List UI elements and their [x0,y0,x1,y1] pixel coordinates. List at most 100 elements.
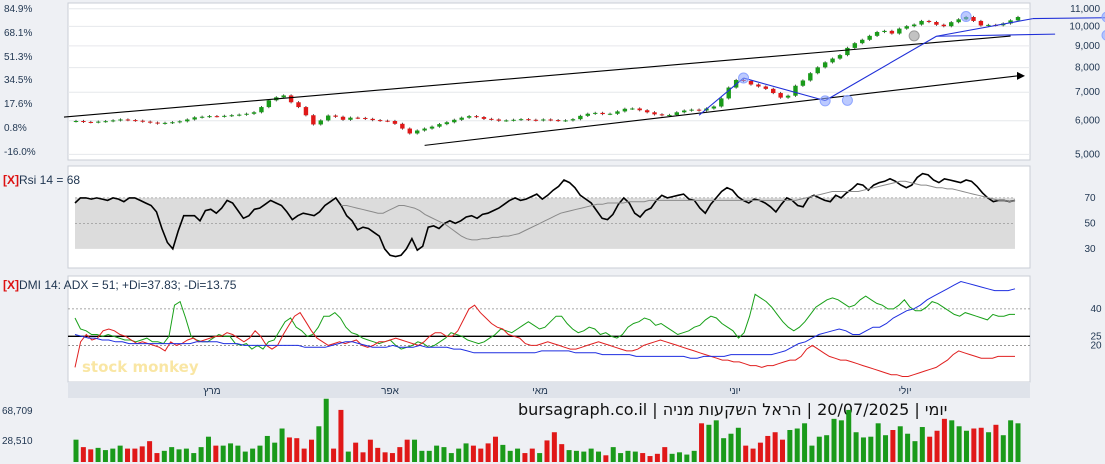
volume-bar [367,439,373,462]
watermark: stock monkey [82,358,199,376]
volume-bar [154,453,160,462]
dmi-lines [74,280,1016,377]
candle [897,28,902,34]
candle [882,30,887,33]
candle [615,111,620,114]
candle [125,119,131,121]
volume-bar [456,448,462,462]
trendline [424,75,1019,146]
price-plot-area [67,2,1031,161]
volume-bar [353,442,359,462]
candle [860,39,865,44]
candle [407,128,412,134]
volume-bar [228,443,234,462]
volume-bar [323,398,329,462]
candle [971,17,976,21]
volume-bar [338,409,344,462]
volume-bar [448,453,454,462]
volume-bar [1015,423,1021,462]
rsi-line [74,172,1016,258]
candle [518,119,524,121]
volume-bar [824,435,830,462]
volume-bar [993,424,999,462]
candle [429,126,435,129]
candle [348,117,353,120]
volume-bar [360,452,366,462]
volume-bar [831,418,837,462]
volume-bar [110,448,116,462]
adx-line [74,280,1016,359]
volume-bar [669,453,675,462]
volume-bar [88,449,94,462]
volume-bar [198,447,204,462]
candle [822,62,828,68]
month-label: מאי [532,386,548,397]
month-axis-strip [68,382,1030,398]
volume-bar [544,440,550,462]
candle [340,116,346,120]
volume-bar [860,437,866,462]
candle [110,120,116,122]
trendline [63,35,1011,118]
candle [236,114,242,116]
candle [541,119,546,121]
volume-bar [507,450,513,462]
volume-bar [596,451,602,462]
rsi-tick-label: 70 [1084,193,1096,204]
anchor-point [819,95,831,107]
candle [207,116,212,118]
volume-bar [625,450,631,462]
dmi-title: [X]DMI 14: ADX = 51; +Di=37.83; -Di=13.7… [3,278,237,292]
volume-bar [684,454,690,462]
volume-bar [632,451,638,462]
candle [630,108,635,110]
volume-bar [169,447,175,462]
month-label: יוני [729,386,741,397]
volume-bar [139,446,145,462]
volume-bar [610,447,616,462]
rsi-tick-label: 30 [1084,244,1096,255]
candle [785,95,791,98]
price-panel: 84.9% 68.1% 51.3% 34.5% 17.6% 0.8% -16.0… [4,2,1105,161]
volume-bar [559,444,565,462]
candle [1008,20,1013,24]
volume-bar [294,438,300,462]
trendline-arrow [1017,71,1025,80]
candle [474,116,479,118]
volume-bar [794,428,800,462]
candle [81,121,86,123]
candle [986,24,991,26]
volume-bar [912,441,918,462]
candle [318,120,323,125]
volume-bar [286,437,292,462]
candle [281,95,286,98]
minus-di-line [74,304,1015,377]
volume-bar [728,433,734,462]
candlesticks [73,15,1021,135]
candle [162,122,168,124]
volume-bar [441,447,447,462]
dmi-close-button[interactable]: [X] [3,278,19,292]
volume-bar [978,427,984,462]
rsi-signal-line [341,180,1016,241]
volume-bar [949,420,955,462]
candle [837,55,843,59]
candle [889,30,895,34]
candle [155,122,160,124]
volume-bar [699,423,705,462]
anchor-point [841,94,853,106]
anchor-point [1101,30,1105,41]
left-tick-label: -16.0% [4,147,36,158]
rsi-band [75,197,1015,249]
volume-bar [802,423,808,462]
candle [941,24,947,27]
volume-bar [191,453,197,462]
price-left-axis: 84.9% 68.1% 51.3% 34.5% 17.6% 0.8% -16.0… [4,4,36,158]
trendlines [63,10,1105,146]
candle [793,85,798,96]
rsi-close-button[interactable]: [X] [3,173,19,187]
volume-bar [1000,435,1006,462]
candle [593,112,598,114]
anchor-point [908,30,920,42]
